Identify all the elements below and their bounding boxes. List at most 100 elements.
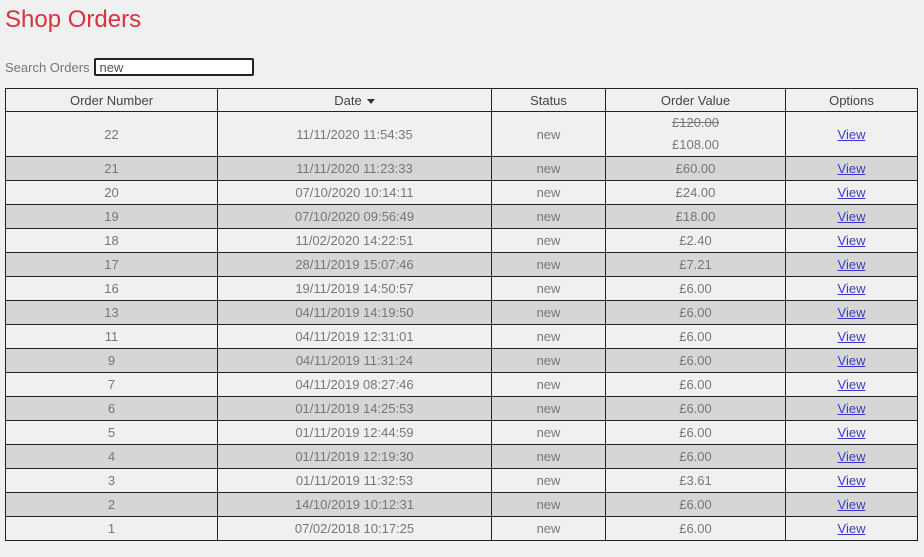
order-options: View bbox=[785, 516, 918, 541]
order-value: £120.00 £108.00 bbox=[605, 111, 786, 157]
order-value: £24.00 bbox=[605, 180, 786, 205]
table-row: 19 07/10/2020 09:56:49 new £18.00 View bbox=[5, 204, 918, 229]
order-options: View bbox=[785, 444, 918, 469]
order-status: new bbox=[491, 468, 606, 493]
order-value: £6.00 bbox=[605, 372, 786, 397]
table-row: 1 07/02/2018 10:17:25 new £6.00 View bbox=[5, 516, 918, 541]
discounted-value: £108.00 bbox=[672, 137, 719, 152]
page-title: Shop Orders bbox=[5, 6, 142, 33]
order-options: View bbox=[785, 180, 918, 205]
view-link[interactable]: View bbox=[837, 209, 866, 224]
order-number: 1 bbox=[5, 516, 218, 541]
order-date: 04/11/2019 08:27:46 bbox=[217, 372, 492, 397]
search-bar: Search Orders bbox=[5, 58, 254, 76]
order-date: 01/11/2019 11:32:53 bbox=[217, 468, 492, 493]
order-number: 21 bbox=[5, 156, 218, 181]
view-link[interactable]: View bbox=[837, 185, 866, 200]
view-link[interactable]: View bbox=[837, 425, 866, 440]
order-date: 07/10/2020 09:56:49 bbox=[217, 204, 492, 229]
order-number: 9 bbox=[5, 348, 218, 373]
sort-desc-icon bbox=[366, 98, 375, 104]
table-row: 22 11/11/2020 11:54:35 new £120.00 £108.0… bbox=[5, 111, 918, 157]
table-row: 5 01/11/2019 12:44:59 new £6.00 View bbox=[5, 420, 918, 445]
view-link[interactable]: View bbox=[837, 281, 866, 296]
order-options: View bbox=[785, 300, 918, 325]
table-row: 18 11/02/2020 14:22:51 new £2.40 View bbox=[5, 228, 918, 253]
order-options: View bbox=[785, 276, 918, 301]
header-order-value[interactable]: Order Value bbox=[605, 88, 786, 112]
orders-table: Order Number Date Status Order Value Opt… bbox=[5, 88, 918, 541]
header-row: Order Number Date Status Order Value Opt… bbox=[5, 88, 918, 112]
order-options: View bbox=[785, 492, 918, 517]
order-number: 17 bbox=[5, 252, 218, 277]
table-row: 11 04/11/2019 12:31:01 new £6.00 View bbox=[5, 324, 918, 349]
view-link[interactable]: View bbox=[837, 377, 866, 392]
view-link[interactable]: View bbox=[837, 126, 866, 142]
header-date-label: Date bbox=[334, 92, 362, 108]
order-status: new bbox=[491, 396, 606, 421]
order-date: 04/11/2019 14:19:50 bbox=[217, 300, 492, 325]
view-link[interactable]: View bbox=[837, 521, 866, 536]
table-row: 4 01/11/2019 12:19:30 new £6.00 View bbox=[5, 444, 918, 469]
order-options: View bbox=[785, 228, 918, 253]
order-date: 07/10/2020 10:14:11 bbox=[217, 180, 492, 205]
order-number: 11 bbox=[5, 324, 218, 349]
table-row: 16 19/11/2019 14:50:57 new £6.00 View bbox=[5, 276, 918, 301]
order-number: 19 bbox=[5, 204, 218, 229]
order-options: View bbox=[785, 396, 918, 421]
view-link[interactable]: View bbox=[837, 161, 866, 176]
order-options: View bbox=[785, 204, 918, 229]
view-link[interactable]: View bbox=[837, 497, 866, 512]
order-status: new bbox=[491, 420, 606, 445]
view-link[interactable]: View bbox=[837, 257, 866, 272]
order-status: new bbox=[491, 300, 606, 325]
order-status: new bbox=[491, 348, 606, 373]
header-status[interactable]: Status bbox=[491, 88, 606, 112]
table-row: 21 11/11/2020 11:23:33 new £60.00 View bbox=[5, 156, 918, 181]
order-value: £6.00 bbox=[605, 396, 786, 421]
view-link[interactable]: View bbox=[837, 305, 866, 320]
order-value: £6.00 bbox=[605, 276, 786, 301]
view-link[interactable]: View bbox=[837, 353, 866, 368]
order-status: new bbox=[491, 252, 606, 277]
order-number: 18 bbox=[5, 228, 218, 253]
order-number: 2 bbox=[5, 492, 218, 517]
order-status: new bbox=[491, 372, 606, 397]
order-value: £60.00 bbox=[605, 156, 786, 181]
header-date[interactable]: Date bbox=[217, 88, 492, 112]
header-order-number[interactable]: Order Number bbox=[5, 88, 218, 112]
order-value: £6.00 bbox=[605, 300, 786, 325]
view-link[interactable]: View bbox=[837, 233, 866, 248]
order-status: new bbox=[491, 516, 606, 541]
order-status: new bbox=[491, 324, 606, 349]
order-number: 4 bbox=[5, 444, 218, 469]
order-date: 01/11/2019 14:25:53 bbox=[217, 396, 492, 421]
order-number: 7 bbox=[5, 372, 218, 397]
order-options: View bbox=[785, 372, 918, 397]
view-link[interactable]: View bbox=[837, 473, 866, 488]
order-date: 11/02/2020 14:22:51 bbox=[217, 228, 492, 253]
order-status: new bbox=[491, 492, 606, 517]
order-status: new bbox=[491, 111, 606, 157]
order-value: £2.40 bbox=[605, 228, 786, 253]
order-date: 28/11/2019 15:07:46 bbox=[217, 252, 492, 277]
order-date: 01/11/2019 12:19:30 bbox=[217, 444, 492, 469]
order-options: View bbox=[785, 111, 918, 157]
order-number: 13 bbox=[5, 300, 218, 325]
order-value: £18.00 bbox=[605, 204, 786, 229]
view-link[interactable]: View bbox=[837, 329, 866, 344]
table-row: 2 14/10/2019 10:12:31 new £6.00 View bbox=[5, 492, 918, 517]
order-value: £6.00 bbox=[605, 324, 786, 349]
order-number: 16 bbox=[5, 276, 218, 301]
order-status: new bbox=[491, 156, 606, 181]
view-link[interactable]: View bbox=[837, 449, 866, 464]
order-number: 22 bbox=[5, 111, 218, 157]
order-value: £3.61 bbox=[605, 468, 786, 493]
search-input[interactable] bbox=[93, 58, 254, 76]
view-link[interactable]: View bbox=[837, 401, 866, 416]
order-date: 11/11/2020 11:54:35 bbox=[217, 111, 492, 157]
order-date: 11/11/2020 11:23:33 bbox=[217, 156, 492, 181]
order-status: new bbox=[491, 444, 606, 469]
order-options: View bbox=[785, 420, 918, 445]
table-row: 6 01/11/2019 14:25:53 new £6.00 View bbox=[5, 396, 918, 421]
